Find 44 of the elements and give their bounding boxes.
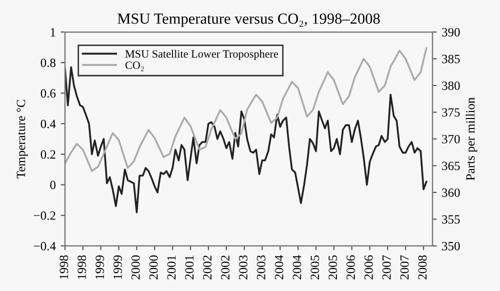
x-tick-label: 2005 bbox=[310, 255, 320, 280]
y2-tick-label: 390 bbox=[442, 28, 460, 36]
x-tick-label: 2005 bbox=[328, 255, 338, 280]
y2-tick-label: 385 bbox=[442, 54, 460, 64]
y2-tick-label: 370 bbox=[442, 134, 460, 144]
y-tick-label: 0.6 bbox=[40, 89, 56, 98]
y2-tick-label: 355 bbox=[442, 215, 460, 224]
x-tick-label: 2006 bbox=[364, 255, 373, 280]
y-tick-label: 0 bbox=[50, 180, 56, 190]
x-tick-label: 1999 bbox=[114, 255, 122, 279]
x-tick-label: 2004 bbox=[292, 255, 302, 280]
x-tick-label: 2007 bbox=[400, 255, 409, 280]
x-tick-label: 2006 bbox=[346, 255, 355, 280]
y-tick-label: −0.4 bbox=[34, 242, 56, 250]
y2-tick-label: 350 bbox=[442, 242, 460, 250]
chart-title: MSU Temperature versus CO₂, 1998–2008 bbox=[118, 14, 380, 27]
x-tick-label: 1999 bbox=[96, 255, 104, 279]
x-tick-label: 2000 bbox=[131, 255, 140, 280]
y-tick-label: 0.2 bbox=[40, 150, 56, 159]
y2-tick-label: 360 bbox=[442, 188, 460, 197]
y-tick-label: 0.8 bbox=[40, 58, 56, 68]
y2-axis-title: Parts per million bbox=[466, 97, 478, 180]
x-tick-label: 2001 bbox=[185, 256, 194, 280]
legend-label: MSU Satellite Lower Troposphere bbox=[125, 50, 278, 60]
y-axis-title: Temperature °C bbox=[16, 100, 28, 178]
y-tick-label: 1 bbox=[50, 28, 56, 36]
x-tick-label: 1998 bbox=[78, 255, 86, 279]
y2-tick-label: 380 bbox=[442, 82, 460, 90]
x-tick-label: 2002 bbox=[203, 256, 212, 280]
x-tick-label: 2002 bbox=[221, 256, 230, 280]
line-series bbox=[65, 47, 428, 172]
x-tick-label: 2001 bbox=[167, 256, 176, 280]
x-tick-label: 2004 bbox=[274, 255, 284, 280]
x-tick-label: 2007 bbox=[382, 255, 391, 280]
x-tick-label: 2003 bbox=[238, 255, 248, 280]
x-tick-label: 2000 bbox=[149, 255, 158, 280]
x-tick-label: 2003 bbox=[256, 255, 266, 280]
legend-label: CO₂ bbox=[125, 61, 144, 72]
y-tick-label: 0.4 bbox=[40, 120, 56, 128]
x-tick-label: 1998 bbox=[60, 255, 68, 279]
y2-tick-label: 375 bbox=[442, 108, 460, 117]
x-tick-label: 2008 bbox=[418, 255, 427, 280]
y2-tick-label: 365 bbox=[442, 162, 460, 170]
y-tick-label: −0.2 bbox=[34, 211, 56, 220]
